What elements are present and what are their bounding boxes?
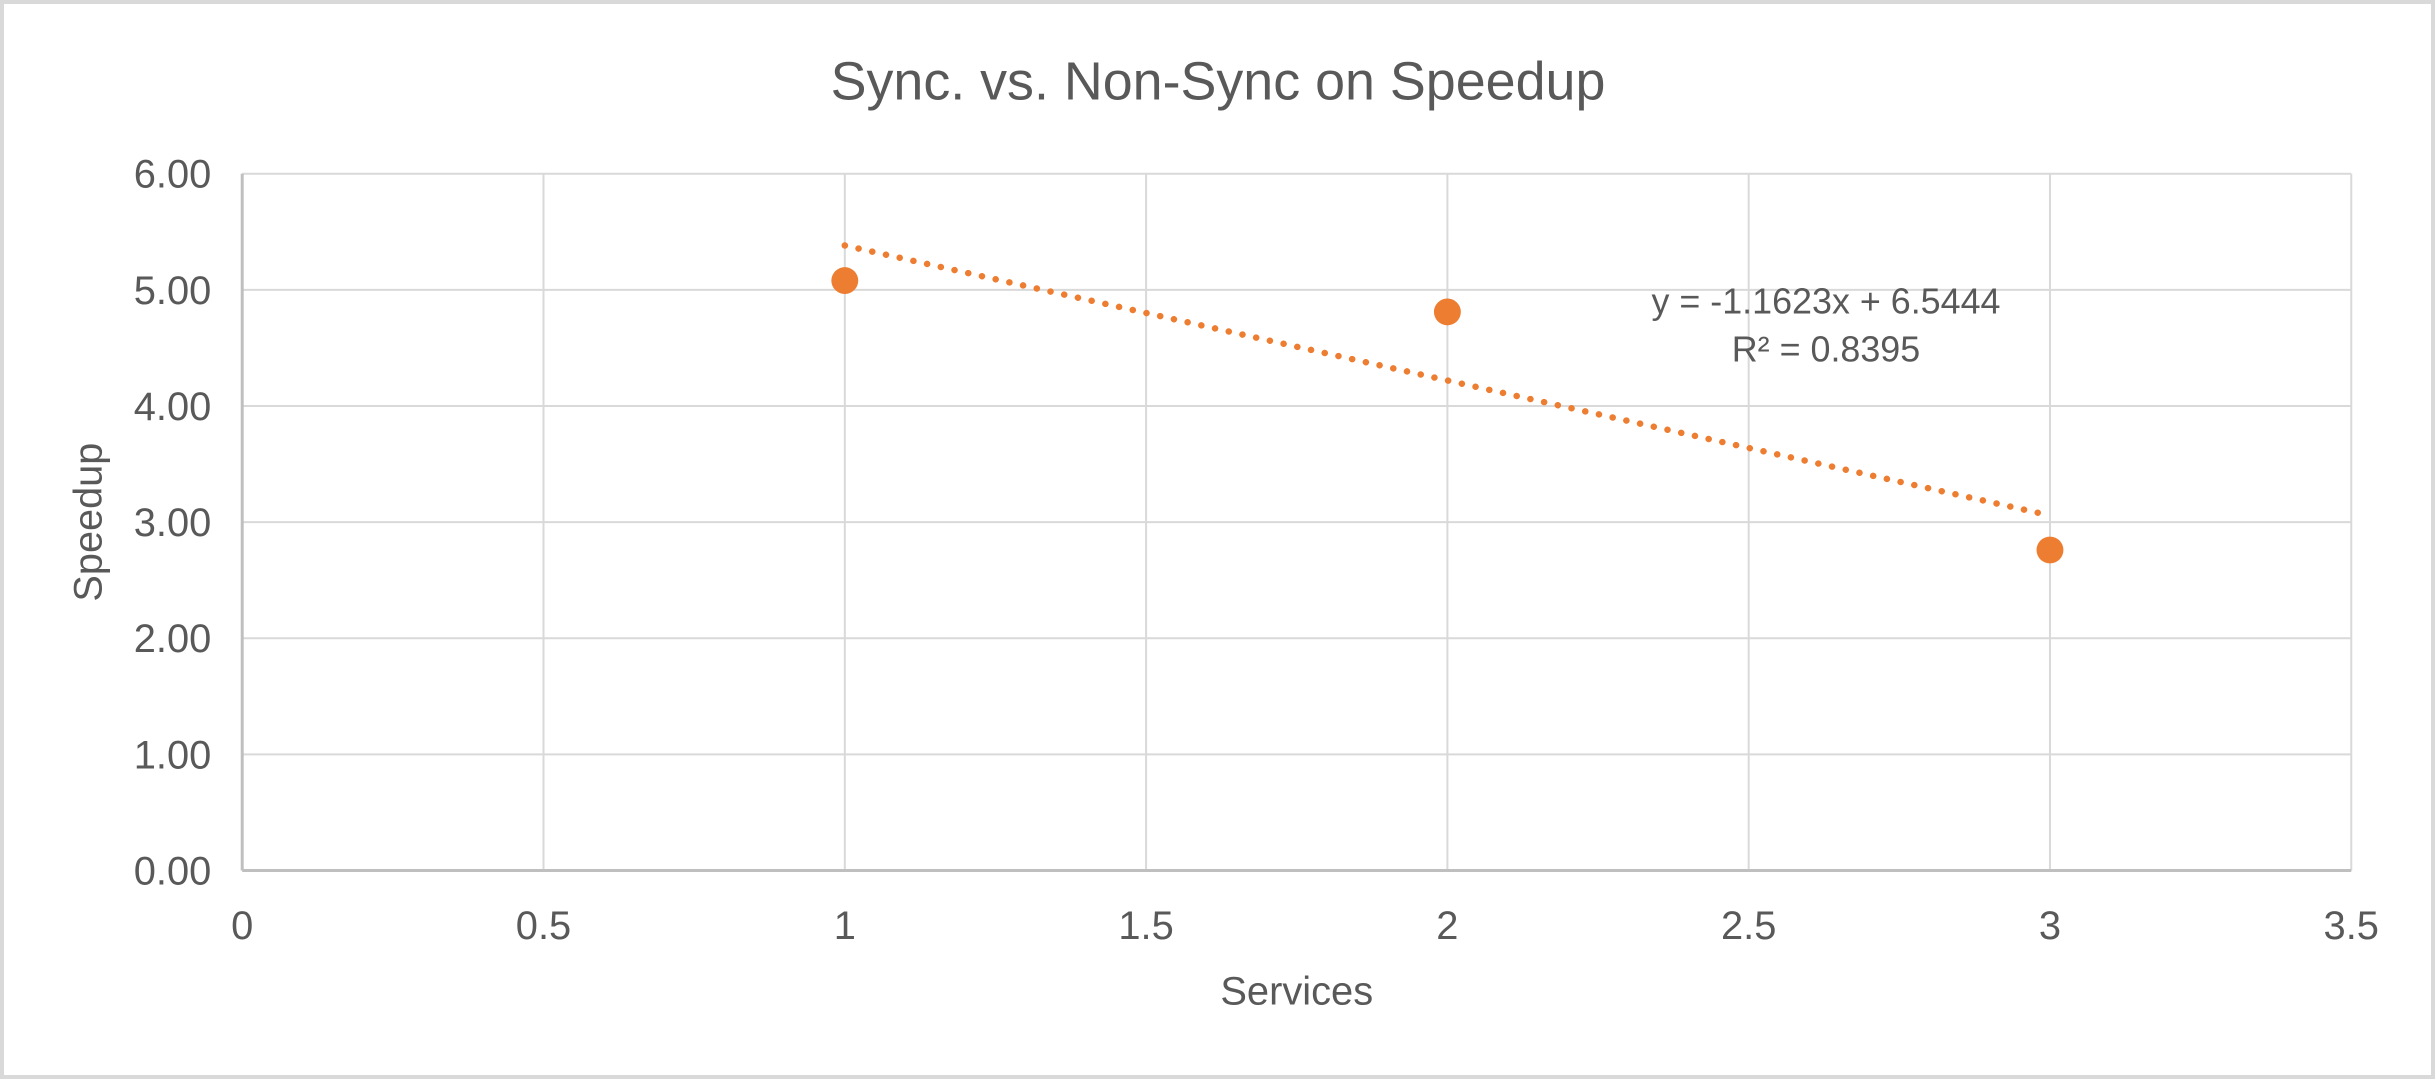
chart-title: Sync. vs. Non-Sync on Speedup — [831, 51, 1606, 111]
x-tick-label: 3 — [2039, 904, 2061, 948]
x-tick-label: 2.5 — [1721, 904, 1776, 948]
scatter-chart: 0.00 1.00 2.00 3.00 4.00 5.00 6.00 0 0.5 1 1.5 2 2.… — [67, 51, 2379, 1014]
y-tick-label: 1.00 — [134, 733, 212, 777]
data-point — [831, 267, 859, 294]
x-tick-label: 0 — [231, 904, 253, 948]
x-tick-label: 1 — [834, 904, 856, 948]
y-tick-label: 2.00 — [134, 617, 212, 661]
gridlines — [242, 172, 2353, 871]
x-tick-label: 1.5 — [1118, 904, 1173, 948]
y-tick-labels: 0.00 1.00 2.00 3.00 4.00 5.00 6.00 — [134, 153, 212, 894]
trendline — [841, 242, 2054, 519]
trendline-r-squared: R² = 0.8395 — [1732, 329, 1920, 369]
y-tick-label: 6.00 — [134, 153, 212, 197]
axes — [240, 173, 2352, 873]
y-tick-label: 0.00 — [134, 849, 212, 893]
x-tick-label: 0.5 — [516, 904, 571, 948]
y-tick-label: 5.00 — [134, 269, 212, 313]
x-tick-label: 3.5 — [2324, 904, 2379, 948]
x-tick-label: 2 — [1436, 904, 1458, 948]
data-point — [2036, 536, 2064, 564]
trendline-group — [841, 242, 2054, 519]
y-tick-label: 4.00 — [134, 385, 212, 429]
trendline-equation: y = -1.1623x + 6.5444 — [1651, 282, 2000, 322]
y-axis-title: Speedup — [67, 443, 111, 602]
data-point — [1433, 298, 1461, 326]
y-tick-label: 3.00 — [134, 501, 212, 545]
x-tick-labels: 0 0.5 1 1.5 2 2.5 3 3.5 — [231, 904, 2379, 948]
data-points-group — [831, 267, 2064, 564]
x-axis-title: Services — [1220, 970, 1373, 1014]
